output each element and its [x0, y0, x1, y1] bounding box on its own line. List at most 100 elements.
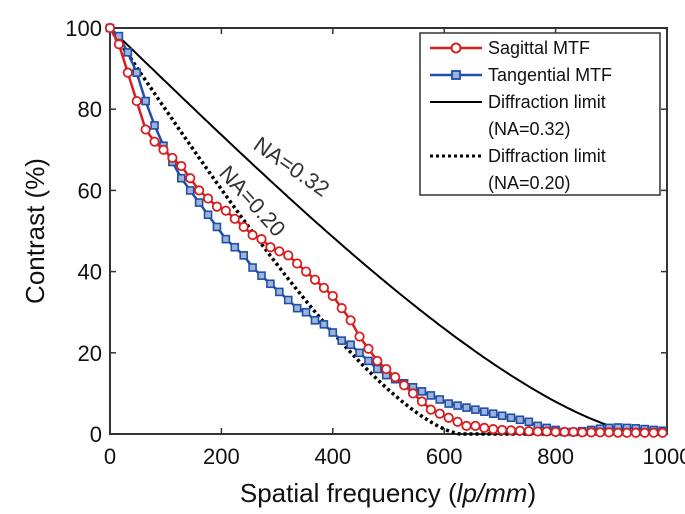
- legend-label-diffraction-032-na: (NA=0.32): [488, 119, 571, 139]
- sagittal-point: [461, 420, 472, 431]
- tangential-point: [141, 96, 150, 106]
- sagittal-point: [443, 412, 454, 423]
- tangential-point: [221, 234, 231, 244]
- tangential-point: [426, 391, 436, 400]
- sagittal-point: [292, 258, 303, 269]
- plot-frame: [109, 27, 668, 435]
- sagittal-point: [354, 331, 365, 342]
- sagittal-point: [336, 303, 347, 314]
- tangential-point: [292, 303, 302, 313]
- tangential-point: [488, 409, 498, 419]
- sagittal-point: [327, 290, 338, 302]
- sagittal-point: [158, 144, 169, 155]
- tangential-point: [203, 210, 213, 220]
- legend-label-diffraction-020: Diffraction limit: [488, 146, 606, 166]
- sagittal-point: [309, 274, 321, 285]
- sagittal-point: [220, 205, 231, 216]
- sagittal-point: [283, 250, 294, 261]
- y-tick-label: 60: [78, 178, 102, 203]
- sagittal-point: [372, 355, 383, 367]
- y-tick-label: 80: [78, 97, 102, 122]
- y-tick-label: 0: [90, 422, 102, 447]
- sagittal-point: [256, 234, 267, 245]
- tangential-point: [417, 387, 427, 396]
- tangential-point: [524, 417, 534, 427]
- legend-label-diffraction-020-na: (NA=0.20): [488, 173, 571, 193]
- tangential-point: [373, 364, 382, 374]
- sagittal-point: [122, 67, 133, 78]
- tangential-point: [497, 411, 507, 421]
- sagittal-point: [630, 427, 641, 438]
- sagittal-point: [550, 426, 561, 438]
- x-tick-label: 600: [426, 444, 463, 469]
- x-axis-open-paren: (: [448, 478, 457, 508]
- sagittal-point: [479, 422, 490, 434]
- legend-marker-sagittal: [450, 42, 462, 54]
- tangential-point: [364, 356, 373, 366]
- sagittal-point: [167, 152, 178, 164]
- sagittal-point: [211, 201, 223, 212]
- y-tick-label: 100: [65, 16, 102, 41]
- tangential-point: [283, 295, 293, 305]
- sagittal-point: [345, 315, 356, 326]
- legend: Sagittal MTF Tangential MTF Diffraction …: [419, 32, 661, 196]
- series-diffraction-na032: [109, 27, 667, 435]
- legend-label-sagittal: Sagittal MTF: [488, 38, 590, 58]
- tangential-point: [346, 340, 355, 349]
- sagittal-point: [238, 221, 249, 233]
- sagittal-point: [265, 242, 276, 253]
- tangential-point: [176, 173, 186, 183]
- sagittal-point: [514, 425, 526, 436]
- sagittal-point: [568, 426, 579, 438]
- sagittal-point: [595, 427, 606, 438]
- sagittal-point: [202, 193, 214, 204]
- sagittal-point: [541, 426, 552, 437]
- sagittal-point: [300, 266, 312, 277]
- sagittal-point: [131, 95, 142, 107]
- sagittal-point: [621, 427, 632, 438]
- tangential-point: [301, 307, 311, 317]
- x-axis-title: Spatial frequency (lp/mm): [240, 478, 536, 508]
- sagittal-point: [113, 39, 125, 50]
- x-tick-label: 400: [314, 444, 351, 469]
- tangential-point: [310, 316, 320, 325]
- tangential-point: [123, 48, 133, 57]
- sagittal-point: [559, 426, 570, 438]
- legend-marker-tangential: [451, 70, 461, 80]
- sagittal-point: [149, 136, 160, 147]
- y-axis-title: Contrast (%): [20, 158, 50, 304]
- tangential-point: [132, 68, 142, 77]
- x-tick-label: 800: [537, 444, 574, 469]
- sagittal-point: [505, 425, 517, 436]
- sagittal-point: [194, 185, 205, 196]
- sagittal-point: [577, 427, 588, 438]
- sagittal-point: [657, 427, 668, 438]
- sagittal-point: [274, 246, 285, 257]
- annotation-na-032: NA=0.32: [249, 132, 334, 202]
- tangential-point: [444, 399, 453, 408]
- sagittal-point: [247, 229, 258, 241]
- sagittal-point: [398, 380, 410, 391]
- series-layer: [104, 22, 668, 438]
- tangential-point: [355, 348, 364, 358]
- tangential-point: [453, 401, 462, 410]
- sagittal-point: [586, 427, 597, 438]
- tangential-point: [462, 403, 471, 412]
- sagittal-point: [185, 173, 196, 184]
- tangential-point: [275, 287, 284, 297]
- tangential-point: [319, 320, 329, 329]
- tangential-point: [194, 198, 204, 207]
- sagittal-point: [140, 124, 151, 135]
- tangential-point: [185, 186, 195, 195]
- legend-label-tangential: Tangential MTF: [488, 65, 612, 85]
- y-tick-label: 20: [78, 341, 102, 366]
- sagittal-point: [639, 427, 650, 438]
- sagittal-point: [470, 420, 481, 431]
- sagittal-point: [612, 427, 624, 438]
- tangential-point: [480, 407, 489, 416]
- sagittal-point: [497, 424, 508, 436]
- sagittal-point: [390, 372, 401, 383]
- sagittal-point: [523, 426, 534, 437]
